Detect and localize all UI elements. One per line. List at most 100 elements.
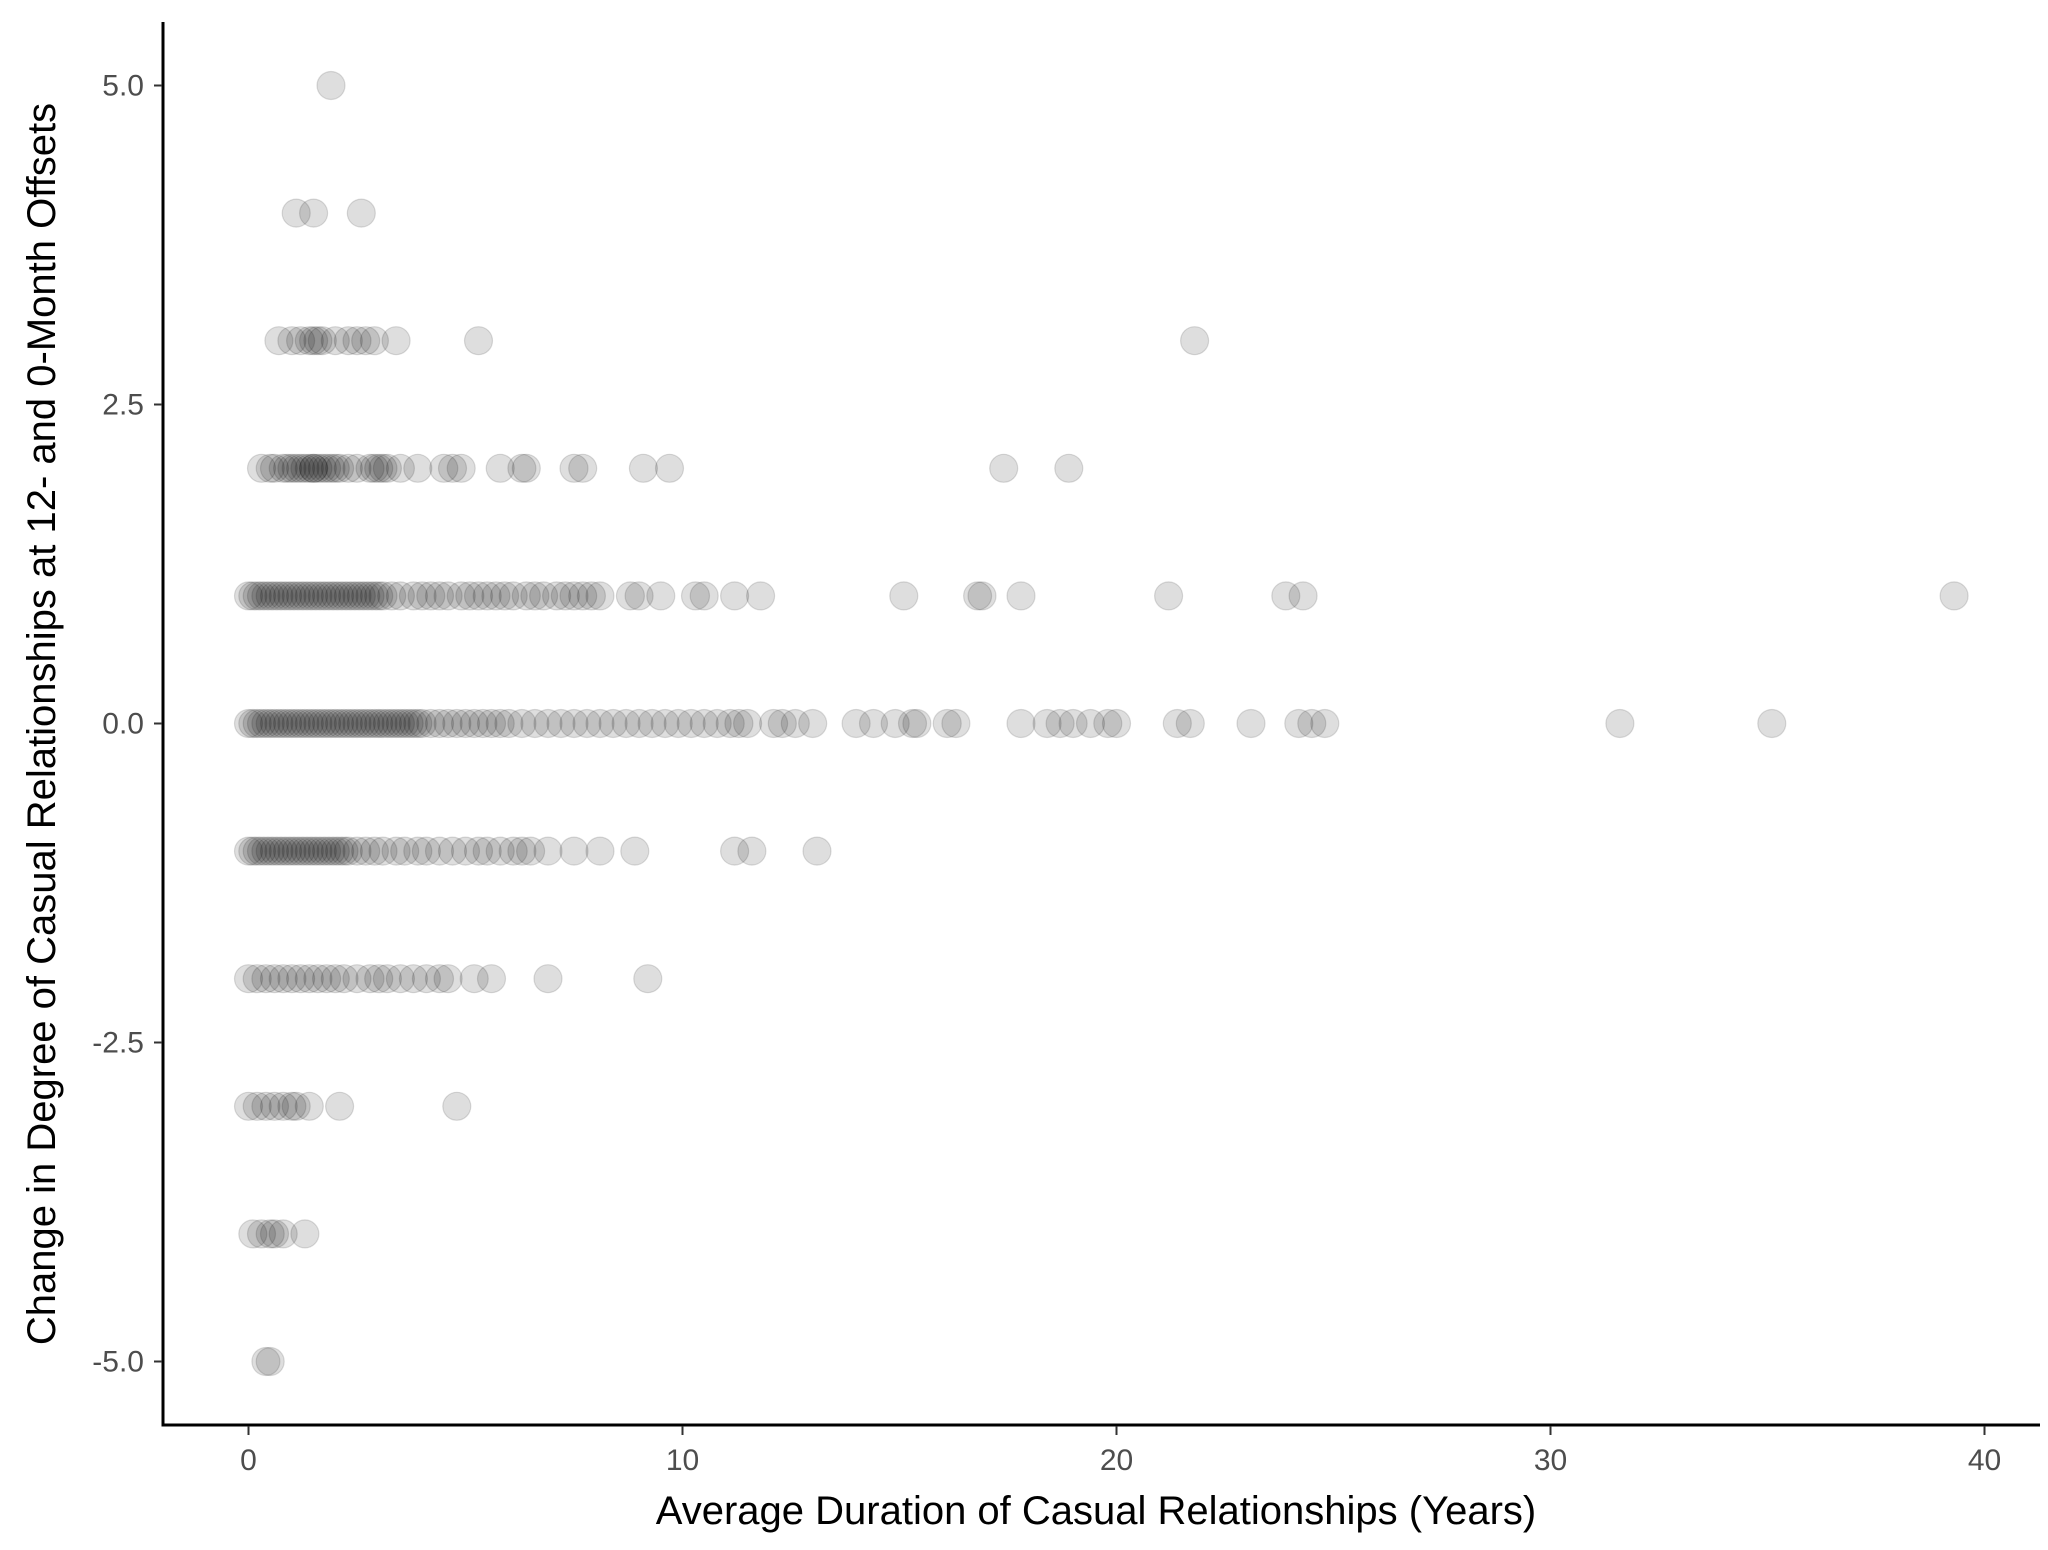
scatter-point — [255, 581, 285, 611]
scatter-point — [325, 581, 355, 611]
scatter-point — [320, 453, 350, 483]
scatter-point — [342, 453, 372, 483]
scatter-point — [1006, 581, 1036, 611]
scatter-point — [528, 581, 559, 611]
scatter-point — [316, 453, 346, 483]
scatter-point — [238, 836, 268, 866]
scatter-point — [880, 708, 910, 739]
scatter-point — [398, 964, 428, 994]
scatter-point — [286, 453, 316, 483]
scatter-point — [533, 708, 563, 739]
scatter-point — [1179, 326, 1210, 356]
scatter-point — [390, 836, 420, 866]
scatter-point — [372, 964, 402, 994]
scatter-point — [359, 581, 389, 611]
scatter-point — [902, 708, 932, 739]
scatter-point — [264, 836, 294, 866]
scatter-point — [294, 836, 324, 866]
scatter-point — [407, 708, 437, 739]
scatter-point — [286, 581, 316, 611]
scatter-point — [320, 836, 350, 866]
scatter-point — [259, 708, 290, 739]
scatter-point — [472, 836, 502, 866]
scatter-point — [841, 708, 871, 739]
scatter-point — [476, 708, 507, 739]
scatter-point — [550, 581, 580, 611]
scatter-point — [802, 836, 832, 866]
scatter-point — [294, 964, 324, 994]
scatter-point — [585, 708, 615, 739]
scatter-point — [490, 581, 520, 611]
scatter-point — [281, 198, 311, 228]
scatter-point — [273, 453, 303, 483]
scatter-point — [932, 708, 962, 739]
scatter-point — [481, 581, 511, 611]
scatter-point — [246, 1219, 277, 1249]
scatter-point — [372, 708, 402, 739]
scatter-point — [242, 964, 272, 994]
scatter-point — [277, 1091, 307, 1121]
scatter-point — [390, 708, 420, 739]
scatter-point — [338, 708, 368, 739]
scatter-point — [889, 581, 919, 611]
scatter-point — [472, 581, 502, 611]
scatter-point — [646, 581, 676, 611]
scatter-point — [967, 581, 997, 611]
scatter-point — [455, 581, 485, 611]
scatter-point — [450, 708, 481, 739]
x-tick-label: 10 — [666, 1444, 699, 1477]
scatter-point — [246, 836, 277, 866]
y-tick-label: 5.0 — [102, 70, 144, 103]
scatter-point — [485, 708, 515, 739]
scatter-point — [325, 1091, 355, 1121]
scatter-point — [299, 708, 329, 739]
scatter-point — [767, 708, 797, 739]
scatter-point — [689, 581, 719, 611]
scatter-point — [485, 453, 515, 483]
scatter-point — [559, 708, 589, 739]
scatter-point — [346, 581, 376, 611]
scatter-point — [633, 964, 663, 994]
scatter-point — [533, 964, 563, 994]
scatter-point — [242, 581, 272, 611]
scatter-point — [259, 836, 290, 866]
scatter-point — [989, 453, 1019, 483]
scatter-point — [307, 581, 337, 611]
x-axis-ticks: 0 10 20 30 40 — [240, 1426, 2001, 1477]
scatter-point — [433, 708, 463, 739]
scatter-point — [507, 836, 537, 866]
scatter-point — [359, 453, 389, 483]
scatter-point — [424, 836, 455, 866]
scatter-point — [255, 1219, 285, 1249]
scatter-point — [294, 1091, 324, 1121]
scatter-point — [576, 581, 607, 611]
scatter-point — [259, 964, 290, 994]
scatter-point — [351, 581, 381, 611]
scatter-point — [858, 708, 889, 739]
scatter-point — [359, 836, 389, 866]
scatter-point — [450, 836, 481, 866]
scatter-point — [732, 708, 763, 739]
scatter-point — [650, 708, 680, 739]
scatter-point — [351, 708, 381, 739]
scatter-point — [333, 581, 363, 611]
scatter-point — [346, 708, 376, 739]
scatter-point — [559, 453, 589, 483]
scatter-point — [398, 708, 428, 739]
scatter-point — [1297, 708, 1327, 739]
scatter-point — [329, 964, 359, 994]
scatter-point — [238, 581, 268, 611]
scatter-point — [303, 708, 333, 739]
scatter-point — [437, 836, 468, 866]
scatter-point — [286, 326, 316, 356]
scatter-point — [385, 964, 415, 994]
y-tick-label: 0.0 — [102, 708, 144, 741]
scatter-point — [680, 581, 711, 611]
scatter-point — [277, 964, 307, 994]
scatter-point — [507, 453, 537, 483]
scatter-point — [329, 708, 359, 739]
y-tick-label: 2.5 — [102, 389, 144, 422]
scatter-point — [290, 836, 320, 866]
scatter-point — [364, 708, 394, 739]
scatter-point — [459, 964, 489, 994]
